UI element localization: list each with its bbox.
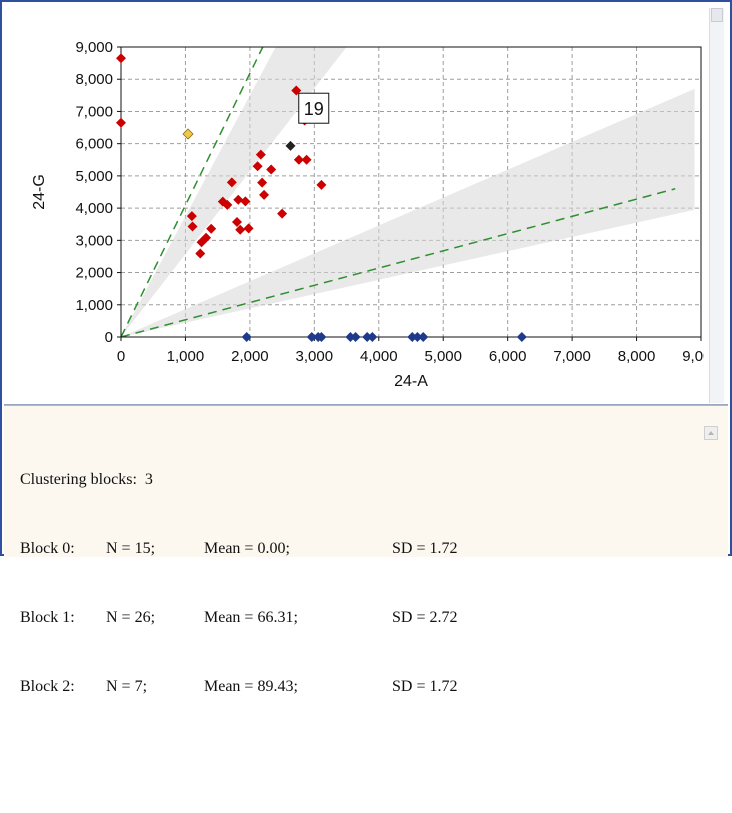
point-label-box	[298, 92, 330, 124]
data-point[interactable]	[187, 221, 198, 232]
data-point[interactable]	[516, 332, 527, 342]
data-point[interactable]	[222, 199, 233, 210]
cluster-band	[121, 47, 347, 337]
data-point[interactable]	[233, 194, 244, 205]
scatter-plot-panel: 0 1,000 2,000 3,000 4,000 5,000 6,000 7,000 8,00…	[4, 4, 728, 405]
x-tick-label: 2,000	[231, 348, 269, 365]
y-tick-label: 8,000	[75, 71, 113, 88]
data-point[interactable]	[186, 211, 197, 222]
block-row: Block 0: N = 15; Mean = 0.00; SD = 1.72	[20, 537, 457, 560]
x-axis-label: 24-A	[394, 373, 428, 390]
data-point[interactable]	[195, 248, 206, 259]
data-point[interactable]	[116, 53, 126, 64]
point-label: 19	[304, 99, 324, 119]
data-point[interactable]	[196, 237, 207, 248]
x-tick-label: 5,000	[424, 348, 462, 365]
block-row: Block 1: N = 26; Mean = 66.31; SD = 2.72	[20, 606, 457, 629]
window-frame: 0 1,000 2,000 3,000 4,000 5,000 6,000 7,000 8,00…	[0, 0, 732, 695]
block-name: Block 1:	[20, 609, 75, 626]
data-point[interactable]	[277, 208, 288, 219]
data-point[interactable]	[232, 216, 242, 227]
data-point[interactable]	[285, 140, 296, 151]
cluster-summary-text: Clustering blocks: 3 Block 0: N = 15; Me…	[20, 422, 457, 744]
data-point[interactable]	[350, 332, 361, 342]
x-tick-label: 4,000	[360, 348, 398, 365]
cluster-band	[121, 88, 695, 337]
y-tick-label: 5,000	[75, 168, 113, 185]
data-point[interactable]	[235, 224, 246, 235]
data-point[interactable]	[206, 223, 217, 234]
y-tick-label: 1,000	[75, 297, 113, 314]
block-sd: SD = 2.72	[392, 609, 458, 626]
block-mean: Mean = 89.43;	[204, 678, 298, 695]
y-tick-label: 0	[105, 329, 113, 346]
data-point[interactable]	[367, 332, 378, 342]
x-tick-label: 7,000	[553, 348, 591, 365]
y-tick-label: 6,000	[75, 136, 113, 153]
data-point[interactable]	[255, 149, 266, 160]
x-tick-label: 0	[117, 348, 125, 365]
block-row: Block 2: N = 7; Mean = 89.43; SD = 1.72	[20, 675, 457, 698]
data-point[interactable]	[345, 332, 356, 342]
data-point[interactable]	[301, 154, 312, 165]
y-tick-label: 2,000	[75, 265, 113, 282]
scatter-chart[interactable]: 0 1,000 2,000 3,000 4,000 5,000 6,000 7,000 8,00…	[4, 4, 720, 402]
data-point[interactable]	[407, 332, 418, 342]
y-tick-label: 3,000	[75, 232, 113, 249]
block-mean: Mean = 66.31;	[204, 609, 298, 626]
block-count: N = 7;	[106, 678, 148, 695]
block-sd: SD = 1.72	[392, 678, 458, 695]
cluster-line	[120, 46, 264, 338]
data-point[interactable]	[240, 196, 251, 207]
data-point[interactable]	[182, 128, 194, 140]
data-point[interactable]	[116, 117, 126, 128]
scrollbar-thumb[interactable]	[711, 8, 723, 22]
summary-header-row: Clustering blocks: 3	[20, 468, 153, 491]
x-tick-label: 9,000	[682, 348, 704, 365]
data-point[interactable]	[257, 177, 268, 188]
data-point[interactable]	[241, 332, 252, 342]
cluster-summary-panel: Clustering blocks: 3 Block 0: N = 15; Me…	[4, 405, 728, 695]
data-point[interactable]	[362, 332, 373, 342]
clustering-blocks-label: Clustering blocks: 3	[20, 471, 153, 488]
x-tick-label: 6,000	[489, 348, 527, 365]
data-point[interactable]	[316, 179, 327, 190]
block-count: N = 15;	[106, 540, 156, 557]
data-point[interactable]	[306, 332, 317, 342]
data-point[interactable]	[293, 154, 304, 165]
data-point[interactable]	[243, 223, 254, 234]
x-tick-label: 1,000	[167, 348, 205, 365]
block-name: Block 2:	[20, 678, 75, 695]
data-point[interactable]	[226, 177, 237, 188]
y-tick-label: 4,000	[75, 200, 113, 217]
x-tick-label: 3,000	[296, 348, 334, 365]
y-tick-label: 7,000	[75, 103, 113, 120]
block-sd: SD = 1.72	[392, 540, 458, 557]
block-name: Block 0:	[20, 540, 75, 557]
scroll-up-icon[interactable]	[704, 426, 718, 440]
data-point[interactable]	[266, 164, 277, 175]
block-mean: Mean = 0.00;	[204, 540, 290, 557]
block-count: N = 26;	[106, 609, 156, 626]
data-point[interactable]	[316, 332, 327, 342]
data-point[interactable]	[418, 332, 429, 342]
plot-scrollbar[interactable]	[709, 8, 724, 403]
data-point[interactable]	[252, 161, 263, 172]
cluster-line	[120, 188, 676, 338]
x-tick-label: 8,000	[618, 348, 656, 365]
data-point[interactable]	[412, 332, 423, 342]
data-point[interactable]	[259, 189, 270, 200]
y-tick-label: 9,000	[75, 39, 113, 56]
y-axis-label: 24-G	[31, 174, 48, 210]
